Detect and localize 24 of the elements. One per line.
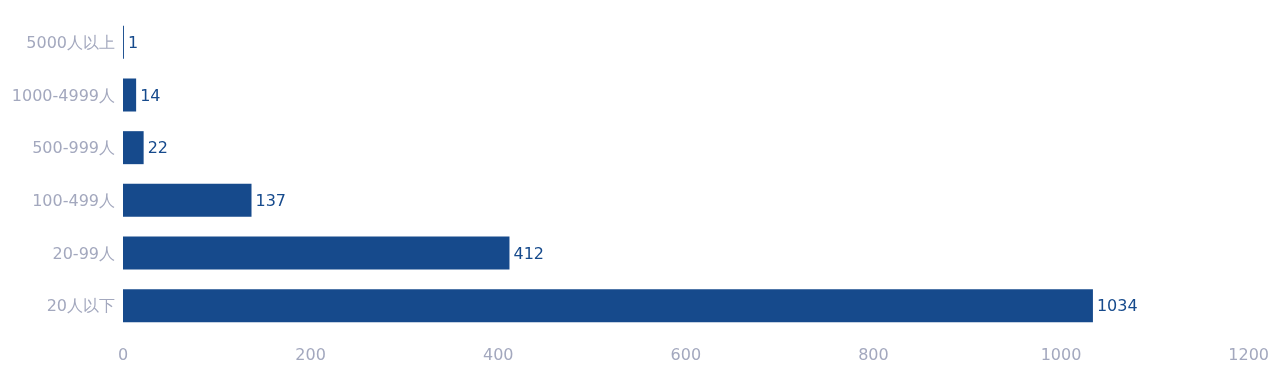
data-label: 412 (513, 243, 545, 263)
x-tick-label: 200 (295, 344, 326, 364)
data-label: 1034 (1096, 296, 1138, 316)
x-tick-label: 0 (117, 344, 129, 364)
bar (123, 236, 510, 270)
x-tick-label: 800 (858, 344, 889, 364)
y-tick-label: 20-99人 (52, 243, 115, 263)
data-label: 14 (140, 85, 161, 105)
bar (123, 289, 1093, 323)
x-tick-label: 1000 (1040, 344, 1082, 364)
data-label: 1 (127, 32, 139, 52)
data-label: 137 (255, 190, 287, 210)
x-tick-label: 400 (482, 344, 514, 364)
y-tick-label: 100-499人 (32, 190, 115, 210)
y-tick-label: 1000-4999人 (11, 85, 115, 105)
bar (123, 183, 252, 217)
x-tick-label: 600 (670, 344, 702, 364)
y-tick-label: 20人以下 (46, 296, 115, 316)
bar (123, 131, 144, 165)
y-tick-label: 5000人以上 (26, 32, 115, 52)
y-tick-label: 500-999人 (32, 138, 115, 158)
data-label: 22 (147, 138, 168, 158)
bar (123, 78, 137, 112)
x-tick-label: 1200 (1228, 344, 1269, 364)
